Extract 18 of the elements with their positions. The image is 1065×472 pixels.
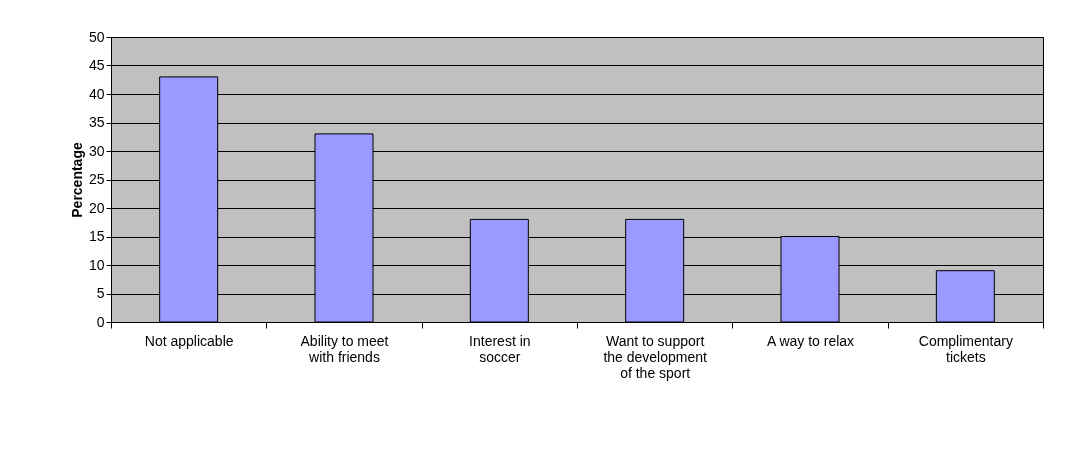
y-tick-label: 25 <box>88 171 105 187</box>
y-tick-label: 5 <box>96 285 105 301</box>
x-tick-label: Not applicable <box>144 332 234 349</box>
y-tick-label: 15 <box>88 228 105 244</box>
x-tick-label: Complimentary tickets <box>918 332 1013 365</box>
y-tick-label: 0 <box>96 313 105 330</box>
x-tick-label: A way to relax <box>766 332 855 349</box>
y-tick-label: 20 <box>88 199 105 216</box>
y-tick-label: 45 <box>88 57 105 73</box>
x-tick-label: Ability to meet with friends <box>300 332 389 365</box>
y-tick-label: 50 <box>88 28 105 45</box>
y-tick-label: 30 <box>88 142 105 159</box>
x-tick-label: Want to support the development of the sport <box>603 332 708 381</box>
y-axis-title: Percentage <box>68 142 85 218</box>
x-tick-label: Interest in soccer <box>469 332 531 365</box>
y-tick-label: 40 <box>88 85 105 102</box>
y-tick-label: 10 <box>88 256 105 273</box>
y-tick-label: 35 <box>88 114 105 130</box>
